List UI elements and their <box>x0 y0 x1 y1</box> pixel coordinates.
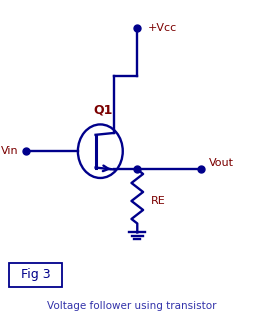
Text: Fig 3: Fig 3 <box>21 268 50 281</box>
Text: Vin: Vin <box>1 146 18 156</box>
Text: +Vcc: +Vcc <box>148 23 177 33</box>
FancyBboxPatch shape <box>9 263 62 287</box>
Text: Voltage follower using transistor: Voltage follower using transistor <box>47 301 217 311</box>
Text: Vout: Vout <box>209 158 234 168</box>
Text: RE: RE <box>150 196 165 206</box>
Text: Q1: Q1 <box>93 104 113 117</box>
